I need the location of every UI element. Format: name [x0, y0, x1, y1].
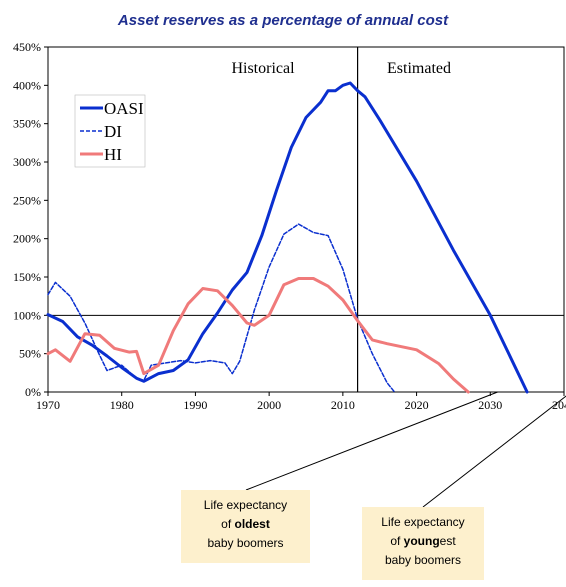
x-tick-label: 2010 — [331, 398, 355, 412]
chart-title: Asset reserves as a percentage of annual… — [117, 12, 449, 29]
x-tick-label: 2040 — [552, 398, 566, 412]
plot-frame — [47, 46, 565, 393]
callout-youngest-boomers: Life expectancy of youngest baby boomers — [362, 507, 484, 580]
y-tick-label: 0% — [25, 385, 41, 399]
callout-youngest-line1: Life expectancy — [381, 515, 465, 529]
legend-label-di: DI — [104, 122, 122, 141]
x-tick-label: 2030 — [478, 398, 502, 412]
x-tick-label: 1970 — [36, 398, 60, 412]
x-tick-label: 1980 — [110, 398, 134, 412]
callout-oldest-line1: Life expectancy — [203, 498, 288, 512]
y-tick-label: 400% — [13, 78, 41, 92]
y-tick-label: 100% — [13, 308, 41, 322]
x-tick-label: 1990 — [183, 398, 207, 412]
axis-ticks: 0% 50% 100% 150% 200% 250% 300% 350% 400% 450% 197… — [13, 40, 566, 412]
legend-label-hi: HI — [104, 145, 122, 164]
legend: OASI DI HI — [74, 94, 146, 168]
callout-youngest-mid-before: of — [390, 534, 404, 548]
annotation-leader-lines — [245, 391, 566, 508]
callout-youngest-line3: baby boomers — [384, 553, 462, 567]
callout-oldest-boomers: Life expectancy of oldest baby boomers — [181, 490, 310, 563]
y-tick-label: 250% — [13, 193, 41, 207]
annotation-leader-line — [422, 395, 566, 508]
y-tick-label: 450% — [13, 40, 41, 54]
y-tick-label: 150% — [13, 270, 41, 284]
callout-youngest-mid-after: est — [439, 534, 456, 548]
annotation-leader-line — [245, 391, 498, 491]
x-tick-label: 2000 — [257, 398, 281, 412]
y-tick-label: 350% — [13, 117, 41, 131]
series-line-oasi — [46, 81, 529, 394]
series-line-di — [47, 223, 396, 393]
y-tick-label: 50% — [19, 347, 41, 361]
y-tick-label: 200% — [13, 232, 41, 246]
x-tick-label: 2020 — [405, 398, 429, 412]
series-line-hi — [46, 277, 470, 394]
callout-oldest-mid-before: of — [221, 517, 235, 531]
region-label-estimated: Estimated — [387, 60, 451, 77]
callout-oldest-bold: oldest — [234, 517, 270, 531]
callout-oldest-line3: baby boomers — [207, 536, 284, 550]
callout-youngest-bold: young — [403, 534, 440, 548]
region-label-historical: Historical — [231, 60, 295, 77]
series-layer — [46, 81, 529, 394]
legend-label-oasi: OASI — [104, 99, 144, 118]
y-tick-label: 300% — [13, 155, 41, 169]
